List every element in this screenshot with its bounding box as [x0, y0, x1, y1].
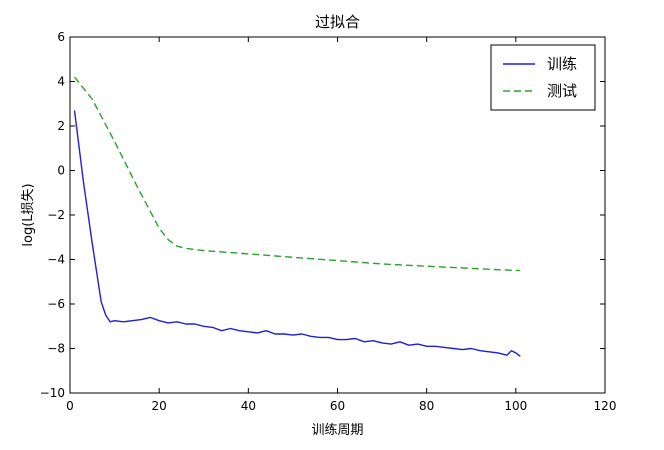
y-tick-label: −8: [47, 342, 65, 356]
y-tick-label: −10: [40, 386, 65, 400]
x-tick-label: 0: [66, 399, 74, 413]
y-tick-label: 2: [57, 119, 65, 133]
series-layer: [73, 76, 521, 357]
plot-frame: [69, 36, 606, 394]
x-axis-label: 训练周期: [311, 423, 363, 438]
y-tick-label: 0: [57, 164, 65, 178]
x-tick-label: 80: [419, 399, 434, 413]
x-tick-label: 20: [152, 399, 167, 413]
plot-frame-layer: [69, 36, 606, 394]
series-line-2: [73, 76, 521, 272]
y-tick-label: 6: [57, 30, 65, 44]
x-tick-label: 120: [594, 399, 617, 413]
chart-title: 过拟合: [315, 13, 360, 31]
x-tick-label: 60: [330, 399, 345, 413]
legend-box: [490, 44, 596, 111]
y-tick-label: −4: [47, 253, 65, 267]
x-tick-label: 40: [241, 399, 256, 413]
y-tick-label: −6: [47, 297, 65, 311]
y-tick-label: 4: [57, 75, 65, 89]
y-axis-label: log(L损失): [21, 183, 36, 246]
legend-label-1: 训练: [547, 55, 577, 73]
series-line-1: [73, 110, 521, 357]
legend-label-2: 测试: [547, 82, 577, 100]
x-tick-label: 100: [504, 399, 527, 413]
y-tick-label: −2: [47, 208, 65, 222]
